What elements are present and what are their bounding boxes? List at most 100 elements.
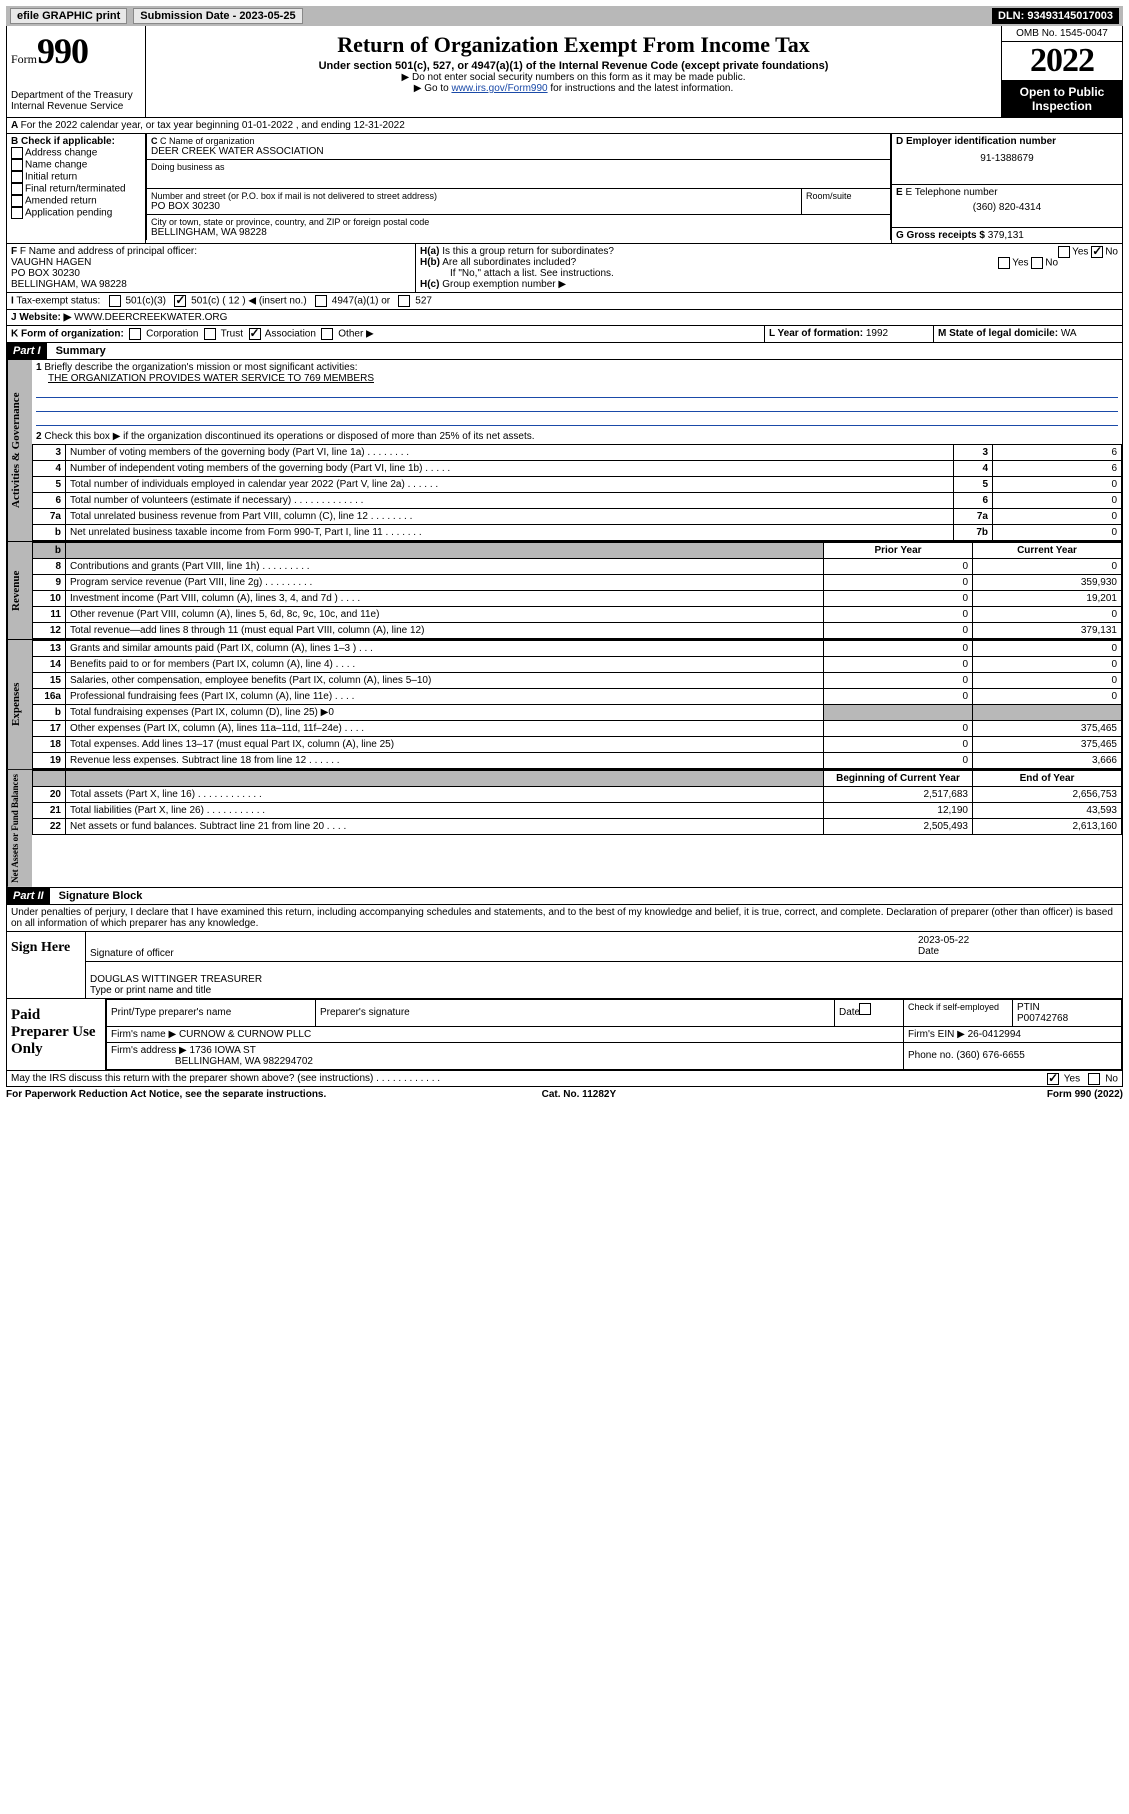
ein-value: 91-1388679 (896, 153, 1118, 164)
tax-period-text: For the 2022 calendar year, or tax year … (21, 120, 405, 131)
hb-no[interactable] (1031, 257, 1043, 269)
form-header: Form990 Department of the Treasury Inter… (6, 26, 1123, 118)
open-to-public: Open to Public Inspection (1002, 81, 1122, 117)
phone-label: E E Telephone number (896, 187, 1118, 198)
gross-receipts-value: 379,131 (988, 230, 1024, 241)
checkbox-amended-return[interactable] (11, 195, 23, 207)
officer-name-title: DOUGLAS WITTINGER TREASURER (90, 974, 262, 985)
officer-city: BELLINGHAM, WA 98228 (11, 279, 411, 290)
website-label: Website: ▶ (19, 312, 71, 323)
state-domicile-value: WA (1061, 328, 1077, 339)
table-row: 16aProfessional fundraising fees (Part I… (33, 689, 1122, 705)
footer-right: Form 990 (2022) (1047, 1089, 1123, 1100)
ptin-label: PTIN (1017, 1002, 1040, 1013)
table-row: 7aTotal unrelated business revenue from … (33, 509, 1122, 525)
table-row: 17Other expenses (Part IX, column (A), l… (33, 721, 1122, 737)
checkbox-final-return[interactable] (11, 183, 23, 195)
cb-assoc[interactable] (249, 328, 261, 340)
table-row: bNet unrelated business taxable income f… (33, 525, 1122, 541)
goto-note: Go to www.irs.gov/Form990 for instructio… (152, 83, 995, 94)
firm-ein: 26-0412994 (968, 1029, 1021, 1040)
omb-number: OMB No. 1545-0047 (1002, 26, 1122, 42)
org-name: DEER CREEK WATER ASSOCIATION (151, 146, 886, 157)
firm-addr1: 1736 IOWA ST (190, 1045, 256, 1056)
col-current: Current Year (973, 543, 1122, 559)
table-row: 6Total number of volunteers (estimate if… (33, 493, 1122, 509)
table-row: bTotal fundraising expenses (Part IX, co… (33, 705, 1122, 721)
part-ii-title: Signature Block (59, 890, 143, 902)
cb-501c[interactable] (174, 295, 186, 307)
tab-expenses: Expenses (7, 640, 32, 769)
footer-left: For Paperwork Reduction Act Notice, see … (6, 1089, 326, 1100)
city-label: City or town, state or province, country… (151, 217, 886, 227)
prep-sig-label: Preparer's signature (320, 1007, 410, 1018)
table-row: 12Total revenue—add lines 8 through 11 (… (33, 623, 1122, 639)
cb-self-employed[interactable] (859, 1003, 871, 1015)
sig-date-label: Date (918, 946, 939, 957)
tab-netassets: Net Assets or Fund Balances (7, 770, 32, 887)
officer-name: VAUGHN HAGEN (11, 257, 411, 268)
ha-yes[interactable] (1058, 246, 1070, 258)
may-irs-no[interactable] (1088, 1073, 1100, 1085)
firm-ein-label: Firm's EIN ▶ (908, 1029, 965, 1040)
part-ii-header: Part II (7, 888, 50, 904)
declaration-text: Under penalties of perjury, I declare th… (6, 905, 1123, 932)
firm-phone: (360) 676-6655 (956, 1050, 1024, 1061)
room-label: Room/suite (806, 191, 886, 201)
checkbox-address-change[interactable] (11, 147, 23, 159)
tab-governance: Activities & Governance (7, 360, 32, 541)
irs-label: Internal Revenue Service (11, 101, 141, 112)
firm-addr-label: Firm's address ▶ (111, 1045, 187, 1056)
ptin-value: P00742768 (1017, 1013, 1068, 1024)
tax-year: 2022 (1002, 42, 1122, 81)
sig-date-value: 2023-05-22 (918, 935, 969, 946)
line2-text: Check this box ▶ if the organization dis… (44, 431, 534, 442)
sign-here-label: Sign Here (7, 932, 85, 998)
dept-label: Department of the Treasury (11, 90, 141, 101)
dln-label: DLN: 93493145017003 (992, 8, 1119, 24)
col-end: End of Year (973, 771, 1122, 787)
hc-label: Group exemption number ▶ (442, 279, 566, 290)
cb-4947[interactable] (315, 295, 327, 307)
cb-501c3[interactable] (109, 295, 121, 307)
governance-table: 3Number of voting members of the governi… (32, 444, 1122, 541)
prep-date-label: Date (839, 1007, 860, 1018)
section-b-options: Address change Name change Initial retur… (11, 147, 141, 219)
paid-preparer-label: Paid Preparer Use Only (7, 999, 105, 1070)
form-of-org-label: K Form of organization: (11, 329, 124, 340)
gross-receipts-label: G Gross receipts $ (896, 230, 985, 241)
cb-corp[interactable] (129, 328, 141, 340)
cb-trust[interactable] (204, 328, 216, 340)
hb-note: If "No," attach a list. See instructions… (450, 268, 1118, 279)
hb-yes[interactable] (998, 257, 1010, 269)
table-row: 18Total expenses. Add lines 13–17 (must … (33, 737, 1122, 753)
table-row: 8Contributions and grants (Part VIII, li… (33, 559, 1122, 575)
website-value: WWW.DEERCREEKWATER.ORG (74, 312, 227, 323)
firm-name-label: Firm's name ▶ (111, 1029, 176, 1040)
table-row: 19Revenue less expenses. Subtract line 1… (33, 753, 1122, 769)
checkbox-name-change[interactable] (11, 159, 23, 171)
col-begin: Beginning of Current Year (824, 771, 973, 787)
checkbox-application-pending[interactable] (11, 207, 23, 219)
cb-other[interactable] (321, 328, 333, 340)
expenses-table: 13Grants and similar amounts paid (Part … (32, 640, 1122, 769)
officer-type-label: Type or print name and title (90, 985, 211, 996)
mission-label: Briefly describe the organization's miss… (44, 362, 357, 373)
firm-addr2: BELLINGHAM, WA 982294702 (175, 1056, 313, 1067)
efile-button[interactable]: efile GRAPHIC print (10, 8, 127, 24)
form-title: Return of Organization Exempt From Incom… (152, 32, 995, 58)
cb-527[interactable] (398, 295, 410, 307)
ha-no[interactable] (1091, 246, 1103, 258)
table-row: 20Total assets (Part X, line 16) . . . .… (33, 787, 1122, 803)
firm-phone-label: Phone no. (908, 1050, 954, 1061)
check-if-label: Check if self-employed (908, 1002, 999, 1012)
year-formation-label: L Year of formation: (769, 328, 863, 339)
table-row: 3Number of voting members of the governi… (33, 445, 1122, 461)
irs-gov-link[interactable]: www.irs.gov/Form990 (451, 83, 547, 94)
submission-date-button[interactable]: Submission Date - 2023-05-25 (133, 8, 302, 24)
may-irs-yes[interactable] (1047, 1073, 1059, 1085)
hb-label: Are all subordinates included? (442, 257, 576, 268)
netassets-table: Beginning of Current Year End of Year 20… (32, 770, 1122, 835)
table-row: 14Benefits paid to or for members (Part … (33, 657, 1122, 673)
checkbox-initial-return[interactable] (11, 171, 23, 183)
